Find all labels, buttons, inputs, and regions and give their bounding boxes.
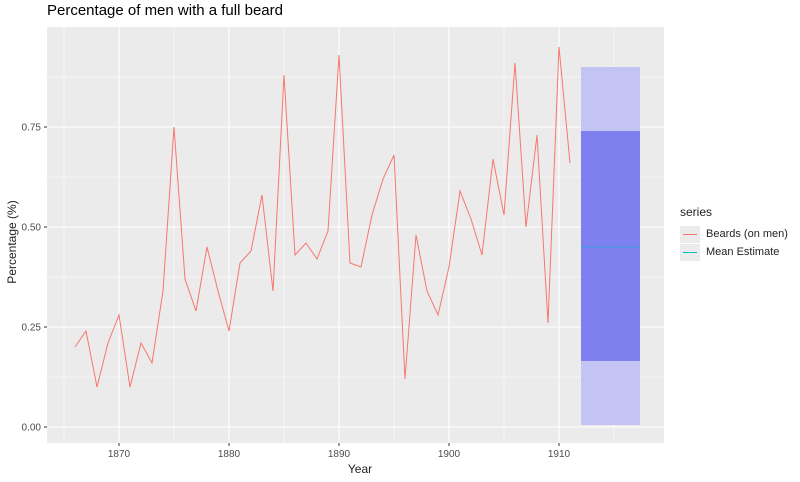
legend: series Beards (on men) Mean Estimate [680, 205, 788, 261]
legend-item-beards: Beards (on men) [680, 225, 788, 243]
legend-title: series [680, 205, 713, 219]
y-tick-label: 0.25 [22, 323, 42, 334]
y-tick-label: 0.50 [22, 223, 42, 234]
legend-label-mean: Mean Estimate [706, 246, 780, 258]
legend-key-mean [680, 243, 700, 261]
x-tick-label: 1910 [548, 449, 571, 460]
line-swatch-icon [683, 251, 697, 253]
x-tick-label: 1890 [328, 449, 351, 460]
x-tick-label: 1880 [218, 449, 241, 460]
x-axis-label: Year [347, 462, 373, 476]
beards-line [74, 46, 571, 388]
forecast-80-band [581, 131, 640, 361]
x-tick-label: 1870 [108, 449, 131, 460]
line-swatch-icon [683, 233, 697, 235]
legend-key-beards [680, 225, 700, 243]
legend-label-beards: Beards (on men) [706, 228, 788, 240]
legend-item-mean: Mean Estimate [680, 243, 788, 261]
y-tick-label: 0.00 [22, 423, 42, 434]
y-tick-label: 0.75 [22, 123, 42, 134]
x-tick-label: 1900 [438, 449, 461, 460]
plot-panel [47, 27, 664, 443]
chart-title: Percentage of men with a full beard [47, 2, 283, 19]
